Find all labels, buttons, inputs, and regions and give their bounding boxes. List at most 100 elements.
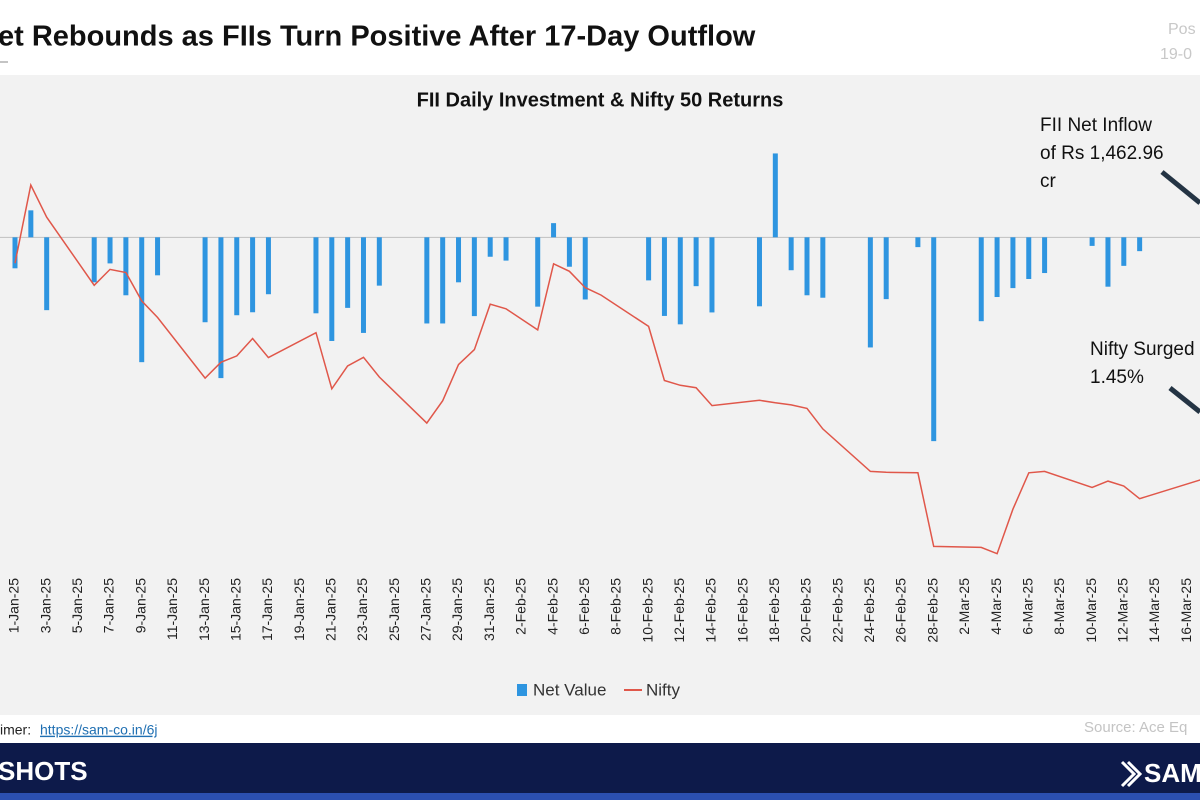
bar xyxy=(155,237,161,276)
bar xyxy=(202,237,208,323)
bar xyxy=(804,237,810,296)
bar xyxy=(313,237,319,314)
x-tick-label: 2-Feb-25 xyxy=(513,578,529,635)
bar xyxy=(1010,237,1016,289)
bar xyxy=(820,237,826,298)
annotation: of Rs 1,462.96 xyxy=(1040,143,1164,164)
x-tick-label: 26-Feb-25 xyxy=(893,578,909,643)
x-tick-label: 15-Jan-25 xyxy=(227,578,243,641)
bar xyxy=(12,237,18,269)
x-tick-label: 25-Jan-25 xyxy=(386,578,402,641)
bar xyxy=(994,237,1000,298)
bar xyxy=(360,237,366,333)
source: Source: Ace Eq xyxy=(1084,719,1187,736)
bar xyxy=(107,237,113,264)
x-tick-label: 9-Jan-25 xyxy=(132,578,148,633)
bar xyxy=(915,237,921,248)
legend-label: Nifty xyxy=(646,680,681,699)
brand-logo xyxy=(1120,760,1143,788)
bar xyxy=(1042,237,1048,274)
x-tick-label: 12-Feb-25 xyxy=(671,578,687,643)
annotation: cr xyxy=(1040,171,1057,192)
x-tick-label: 11-Jan-25 xyxy=(164,578,180,640)
x-tick-label: 5-Jan-25 xyxy=(69,578,85,633)
brand-left: SHOTS xyxy=(0,756,88,786)
page-title: et Rebounds as FIIs Turn Positive After … xyxy=(0,21,756,53)
x-tick-label: 10-Feb-25 xyxy=(639,578,655,643)
x-tick-label: 22-Feb-25 xyxy=(829,578,845,643)
annotation-arrow xyxy=(1160,170,1200,205)
bar xyxy=(471,237,477,317)
bar xyxy=(123,237,129,296)
posted-label: Pos xyxy=(1168,21,1196,38)
bar xyxy=(551,223,557,238)
x-tick-label: 27-Jan-25 xyxy=(418,578,434,641)
bar xyxy=(693,237,699,287)
x-tick-label: 13-Jan-25 xyxy=(196,578,212,641)
x-tick-label: 28-Feb-25 xyxy=(924,578,940,643)
x-tick-label: 6-Mar-25 xyxy=(1019,578,1035,635)
annotation: 1.45% xyxy=(1090,367,1144,388)
x-tick-label: 3-Jan-25 xyxy=(37,578,53,633)
bar xyxy=(456,237,462,283)
x-tick-label: 4-Feb-25 xyxy=(544,578,560,635)
x-tick-label: 14-Feb-25 xyxy=(703,578,719,643)
bar xyxy=(44,237,50,311)
posted-date: 19-0 xyxy=(1160,46,1192,63)
x-tick-label: 18-Feb-25 xyxy=(766,578,782,643)
x-tick-label: 2-Mar-25 xyxy=(956,578,972,635)
bar xyxy=(931,237,937,442)
bar xyxy=(566,237,572,267)
x-tick-label: 14-Mar-25 xyxy=(1146,578,1162,643)
line xyxy=(14,182,1200,555)
bar xyxy=(503,237,509,261)
x-tick-label: 7-Jan-25 xyxy=(101,578,117,633)
bar xyxy=(978,237,984,322)
x-tick-label: 6-Feb-25 xyxy=(576,578,592,635)
bar xyxy=(234,237,240,316)
bar xyxy=(535,237,541,307)
x-tick-label: 19-Jan-25 xyxy=(291,578,307,641)
bar xyxy=(424,237,430,324)
x-tick-label: 8-Feb-25 xyxy=(608,578,624,635)
bar xyxy=(582,237,588,300)
legend-label: Net Value xyxy=(533,680,606,699)
x-tick-label: 24-Feb-25 xyxy=(861,578,877,643)
bar xyxy=(28,210,34,238)
bar xyxy=(250,237,256,313)
bar xyxy=(1137,237,1143,252)
bar xyxy=(1026,237,1032,279)
bar xyxy=(440,237,446,324)
bar xyxy=(487,237,493,257)
bar xyxy=(646,237,652,281)
x-tick-label: 20-Feb-25 xyxy=(798,578,814,643)
bar xyxy=(883,237,889,300)
bar xyxy=(91,237,97,283)
x-tick-label: 16-Mar-25 xyxy=(1178,578,1194,643)
bar xyxy=(376,237,382,286)
chart-title: FII Daily Investment & Nifty 50 Returns xyxy=(417,89,784,111)
bar xyxy=(329,237,335,341)
brand-right: SAM xyxy=(1144,758,1200,788)
bar xyxy=(345,237,351,308)
bar xyxy=(677,237,683,325)
bar xyxy=(772,153,778,238)
annotation-arrow xyxy=(1168,386,1200,414)
disclaimer: imer: xyxy=(0,722,31,738)
bar xyxy=(756,237,762,307)
disclaimer-link[interactable]: https://sam-co.in/6j xyxy=(40,722,158,738)
bar xyxy=(709,237,715,313)
x-tick-label: 23-Jan-25 xyxy=(354,578,370,641)
bar xyxy=(1105,237,1111,287)
bar xyxy=(661,237,667,316)
x-tick-label: 29-Jan-25 xyxy=(449,578,465,641)
brand-strip xyxy=(0,793,1200,800)
x-tick-label: 17-Jan-25 xyxy=(259,578,275,641)
bar xyxy=(218,237,224,379)
brand-bar xyxy=(0,743,1200,793)
chart: FII Daily Investment & Nifty 50 Returns … xyxy=(0,89,1200,699)
annotation: Nifty Surged xyxy=(1090,339,1195,360)
x-tick-label: 12-Mar-25 xyxy=(1115,578,1131,643)
x-tick-label: 16-Feb-25 xyxy=(734,578,750,643)
